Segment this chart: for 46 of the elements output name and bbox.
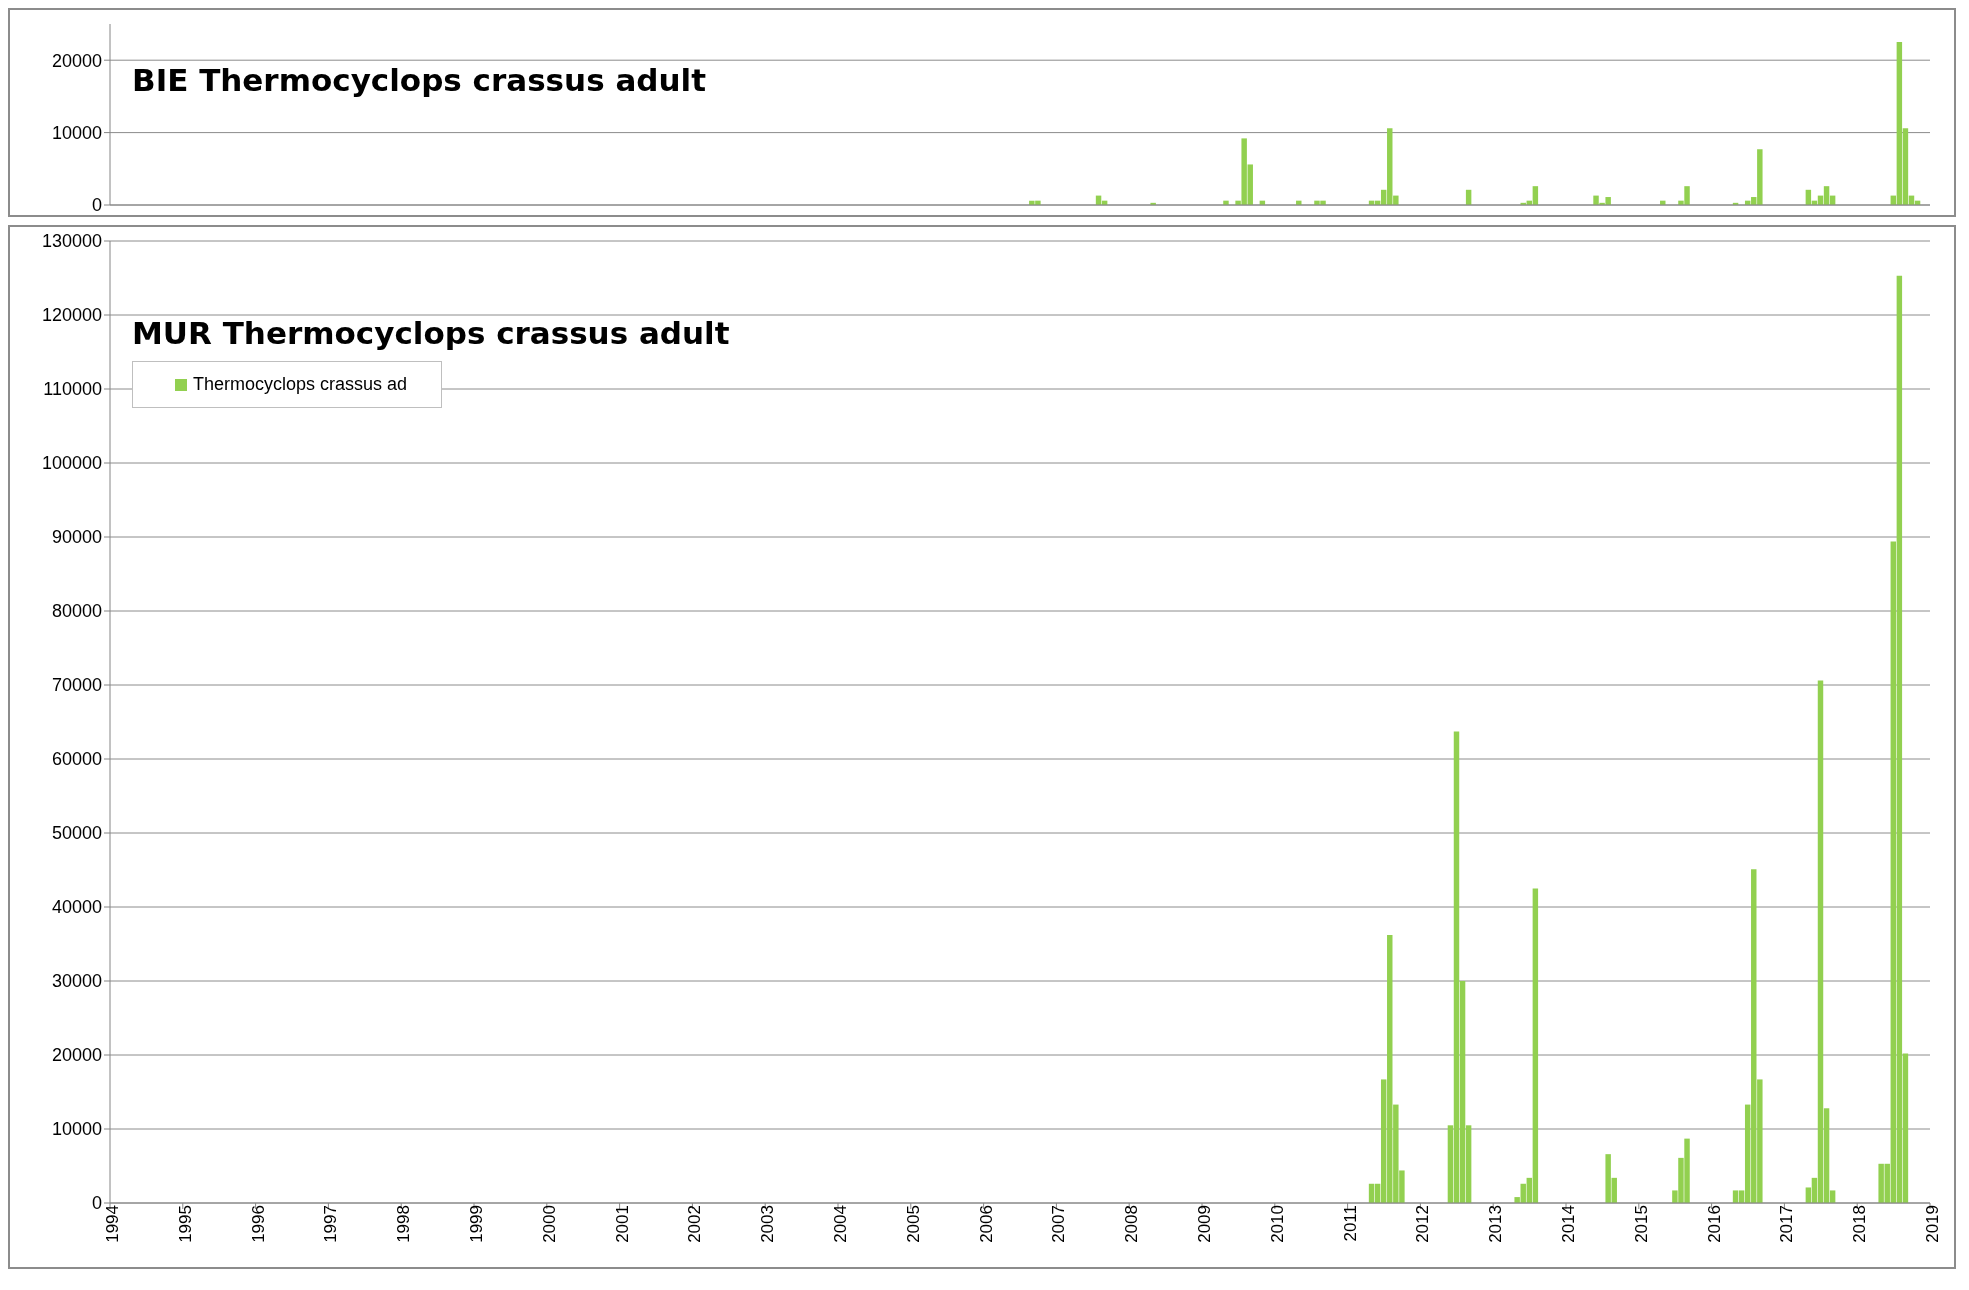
y-tick-label: 30000 [51, 971, 102, 992]
y-tick-label: 110000 [43, 379, 102, 400]
x-tick-label: 2017 [1777, 1205, 1797, 1243]
text: BIE Thermocyclops crassus adult [132, 62, 706, 98]
x-tick-label: 2014 [1559, 1205, 1579, 1243]
x-tick-label: 2010 [1267, 1205, 1287, 1243]
x-tick-label: 2003 [758, 1205, 778, 1243]
y-tick-label: 70000 [51, 675, 102, 696]
x-tick-label: 1996 [248, 1205, 268, 1243]
x-tick-label: 2004 [831, 1205, 851, 1243]
legend-label: Thermocyclops crassus ad [193, 374, 408, 395]
x-tick-label: 2001 [612, 1205, 632, 1243]
x-tick-label: 2006 [976, 1205, 996, 1243]
y-tick-label: 120000 [41, 305, 102, 326]
x-tick-label: 2019 [1923, 1205, 1943, 1243]
y-tick-label: 10000 [51, 122, 102, 143]
x-tick-label: 2016 [1704, 1205, 1724, 1243]
text: MUR Thermocyclops crassus adult [132, 315, 730, 351]
x-tick-label: 2018 [1850, 1205, 1870, 1243]
y-tick-label: 10000 [51, 1119, 102, 1140]
x-tick-label: 2008 [1122, 1205, 1142, 1243]
y-tick-label: 90000 [51, 527, 102, 548]
x-tick-label: 2013 [1486, 1205, 1506, 1243]
x-tick-label: 2007 [1049, 1205, 1069, 1243]
y-tick-label: 100000 [41, 453, 102, 474]
x-tick-label: 2012 [1413, 1205, 1433, 1243]
y-tick-label: 0 [91, 1193, 102, 1214]
y-tick-label: 130000 [41, 231, 102, 252]
y-tick-label: 60000 [51, 749, 102, 770]
x-tick-label: 2000 [539, 1205, 559, 1243]
x-tick-label: 1995 [175, 1205, 195, 1243]
x-tick-label: 2011 [1340, 1205, 1360, 1242]
y-tick-label: 20000 [51, 1045, 102, 1066]
y-tick-label: 0 [91, 195, 102, 216]
x-tick-label: 2015 [1631, 1205, 1651, 1243]
x-tick-label: 2005 [903, 1205, 923, 1243]
x-tick-label: 1999 [467, 1205, 487, 1243]
y-tick-label: 20000 [51, 50, 102, 71]
y-tick-label: 40000 [51, 897, 102, 918]
y-tick-label: 50000 [51, 823, 102, 844]
x-tick-label: 1994 [103, 1205, 123, 1243]
y-tick-label: 80000 [51, 601, 102, 622]
x-tick-label: 2002 [685, 1205, 705, 1243]
x-tick-label: 1998 [394, 1205, 414, 1243]
x-tick-label: 2009 [1195, 1205, 1215, 1243]
x-tick-label: 1997 [321, 1205, 341, 1243]
